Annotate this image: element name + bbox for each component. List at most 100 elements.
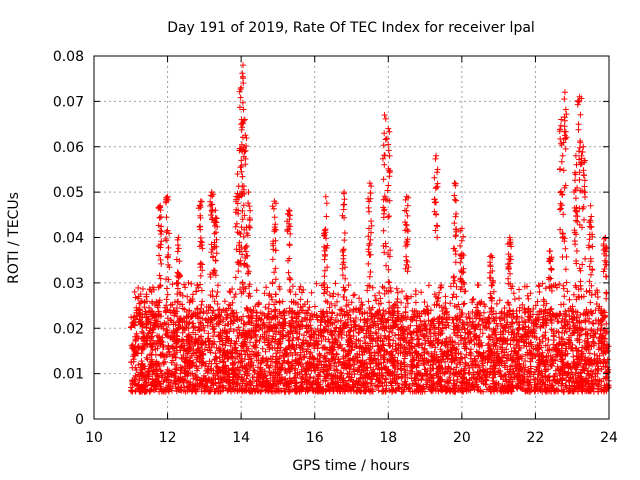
data-point [598,307,605,314]
data-point [379,325,386,332]
data-point [550,374,557,380]
data-point [410,380,416,387]
data-point [497,358,504,364]
data-point [139,286,146,292]
data-point [425,375,432,382]
data-point [170,327,177,334]
data-point [574,374,581,381]
data-point [295,301,301,308]
data-point [330,380,337,387]
data-point [499,323,505,329]
data-point [230,380,237,387]
data-point [587,299,594,306]
data-point [579,344,586,351]
data-point [285,379,292,386]
data-point [483,377,490,384]
data-point [570,291,577,298]
data-point [212,314,219,321]
data-point [290,362,297,369]
data-point [484,353,491,360]
data-point [403,381,410,388]
data-point [360,367,367,373]
data-point [135,344,142,351]
data-point [479,374,486,381]
data-point [373,311,379,318]
data-point [522,364,529,371]
data-point [418,331,424,338]
data-point [272,325,279,332]
data-point [194,341,201,348]
data-point [518,314,525,321]
data-point [442,293,449,300]
data-point [598,318,605,325]
data-point [435,356,442,363]
data-point [228,354,235,361]
data-point [489,374,496,381]
data-point [408,350,414,356]
data-point [571,327,578,334]
data-point [465,362,472,369]
data-point [281,352,288,359]
data-point [343,332,350,339]
data-point [304,298,311,305]
data-point [548,382,555,389]
data-point [362,367,369,374]
data-point [445,351,452,358]
data-point [516,307,523,314]
data-point [346,365,353,372]
data-point [361,316,368,323]
data-point [256,338,263,344]
data-point [147,351,154,358]
data-point [292,291,299,298]
data-point [380,311,387,317]
data-point [154,332,161,339]
data-point [463,314,470,320]
data-point [522,323,529,330]
data-point [531,351,538,358]
data-point [539,349,546,356]
data-point [266,311,272,318]
data-point [461,354,468,361]
data-point [157,352,164,359]
data-point [556,281,563,288]
data-point [298,366,305,373]
data-point [141,383,148,390]
data-point [459,355,466,362]
data-point [445,314,452,321]
data-point [302,337,309,344]
data-point [387,380,394,387]
data-point [485,333,492,340]
data-point [513,350,520,357]
data-point [154,345,161,352]
data-point [394,380,401,387]
data-point [444,311,450,318]
data-point [329,355,336,362]
data-point [233,367,240,374]
data-point [150,340,157,346]
data-point [282,375,289,382]
data-point [578,327,585,334]
data-point [227,340,234,347]
data-point [328,314,335,321]
data-point [224,355,231,362]
data-point [289,330,296,337]
data-point [325,383,332,390]
data-point [582,377,589,383]
data-point [136,375,143,382]
data-point [350,292,357,299]
data-point [279,322,286,329]
data-point [146,365,153,372]
data-point [451,371,458,378]
data-point [425,350,432,357]
data-point [297,304,304,311]
data-point [321,344,328,351]
data-point [389,343,396,350]
data-point [256,301,262,307]
data-point [512,365,519,372]
data-point [144,369,151,376]
data-point [345,328,352,335]
data-point [310,342,317,349]
data-point [558,351,564,358]
data-point [352,326,359,333]
